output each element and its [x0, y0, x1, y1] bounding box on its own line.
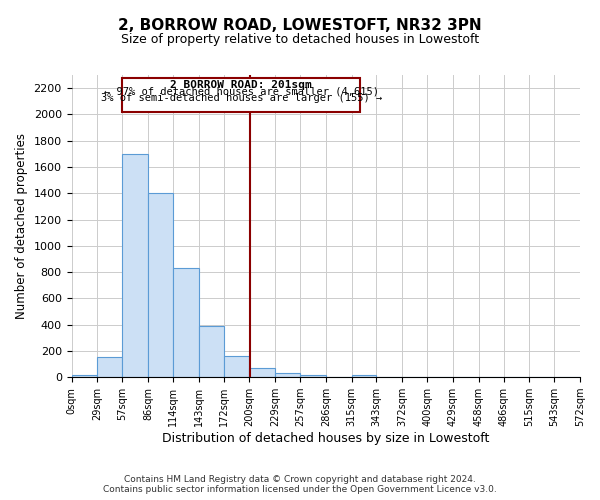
Bar [250, 368, 275, 377]
Y-axis label: Number of detached properties: Number of detached properties [15, 133, 28, 319]
Bar [148, 194, 173, 377]
Text: 2, BORROW ROAD, LOWESTOFT, NR32 3PN: 2, BORROW ROAD, LOWESTOFT, NR32 3PN [118, 18, 482, 32]
Text: Contains public sector information licensed under the Open Government Licence v3: Contains public sector information licen… [103, 484, 497, 494]
Bar [199, 326, 224, 377]
Text: Size of property relative to detached houses in Lowestoft: Size of property relative to detached ho… [121, 32, 479, 46]
Text: Contains HM Land Registry data © Crown copyright and database right 2024.: Contains HM Land Registry data © Crown c… [124, 475, 476, 484]
Bar [173, 268, 199, 377]
Bar [275, 374, 300, 377]
Bar [224, 356, 250, 377]
FancyBboxPatch shape [122, 78, 361, 112]
Bar [97, 357, 122, 377]
Bar [300, 374, 326, 377]
Bar [122, 154, 148, 377]
Bar [352, 374, 376, 377]
X-axis label: Distribution of detached houses by size in Lowestoft: Distribution of detached houses by size … [162, 432, 490, 445]
Text: ← 97% of detached houses are smaller (4,615): ← 97% of detached houses are smaller (4,… [104, 87, 379, 97]
Text: 3% of semi-detached houses are larger (155) →: 3% of semi-detached houses are larger (1… [101, 94, 382, 104]
Text: 2 BORROW ROAD: 201sqm: 2 BORROW ROAD: 201sqm [170, 80, 312, 90]
Bar [71, 374, 97, 377]
